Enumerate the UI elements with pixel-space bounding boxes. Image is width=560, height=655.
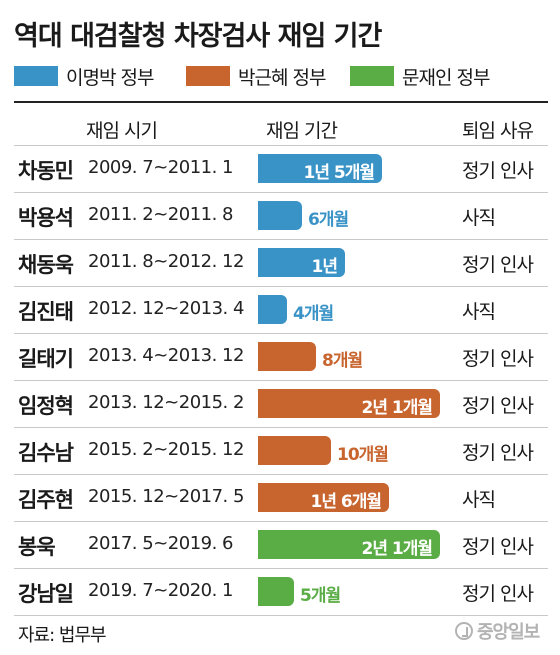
duration-bar [258, 577, 294, 606]
column-header-duration: 재임 기간 [266, 120, 338, 142]
row-name: 김주현 [18, 487, 74, 512]
row-period: 2013. 4~2013. 12 [88, 344, 244, 366]
legend-swatch [350, 66, 394, 86]
publisher-logo: 중앙일보 [455, 618, 540, 644]
chart-title: 역대 대검찰청 차장검사 재임 기간 [14, 21, 382, 52]
row-reason: 사직 [462, 488, 496, 511]
header-rule [14, 101, 548, 103]
row-reason: 사직 [462, 206, 496, 229]
row-divider [14, 286, 548, 287]
row-reason: 정기 인사 [462, 347, 534, 370]
legend-item: 문재인 정부 [350, 64, 490, 89]
row-name: 임정혁 [18, 393, 74, 418]
row-reason: 정기 인사 [462, 253, 534, 276]
duration-label: 1년 6개월 [310, 491, 382, 512]
row-divider [14, 474, 548, 475]
duration-label: 4개월 [293, 303, 334, 324]
row-period: 2019. 7~2020. 1 [88, 579, 234, 601]
row-period: 2017. 5~2019. 6 [88, 532, 234, 554]
legend-item: 이명박 정부 [14, 64, 154, 89]
row-period: 2011. 8~2012. 12 [88, 250, 244, 272]
row-name: 강남일 [18, 581, 74, 606]
duration-bar [258, 530, 440, 559]
row-reason: 사직 [462, 300, 496, 323]
duration-label: 1년 5개월 [303, 162, 375, 183]
row-reason: 정기 인사 [462, 535, 534, 558]
row-period: 2015. 2~2015. 12 [88, 438, 244, 460]
legend-swatch [14, 66, 58, 86]
logo-mark-icon [455, 622, 473, 640]
row-name: 차동민 [18, 158, 74, 183]
row-divider [14, 145, 548, 146]
duration-label: 10개월 [337, 444, 389, 465]
row-name: 김수남 [18, 440, 74, 465]
row-name: 길태기 [18, 346, 74, 371]
column-header-reason: 퇴임 사유 [462, 120, 534, 142]
column-header-period: 재임 시기 [86, 120, 158, 142]
source-note: 자료: 법무부 [18, 625, 107, 646]
row-period: 2009. 7~2011. 1 [88, 156, 234, 178]
duration-label: 1년 [311, 256, 338, 277]
legend-label: 이명박 정부 [66, 66, 154, 89]
row-period: 2012. 12~2013. 4 [88, 297, 244, 319]
row-reason: 정기 인사 [462, 159, 534, 182]
duration-bar [258, 483, 389, 512]
duration-label: 6개월 [308, 209, 349, 230]
row-divider [14, 380, 548, 381]
row-name: 박용석 [18, 205, 74, 230]
row-name: 채동욱 [18, 252, 74, 277]
row-name: 김진태 [18, 299, 74, 324]
legend-label: 문재인 정부 [402, 66, 490, 89]
row-divider [14, 521, 548, 522]
legend-item: 박근혜 정부 [186, 64, 326, 89]
row-reason: 정기 인사 [462, 394, 534, 417]
row-divider [14, 239, 548, 240]
row-divider [14, 615, 548, 616]
logo-text: 중앙일보 [477, 622, 540, 643]
duration-bar [258, 295, 287, 324]
duration-label: 2년 1개월 [361, 397, 433, 418]
row-reason: 정기 인사 [462, 441, 534, 464]
duration-bar [258, 389, 440, 418]
duration-bar [258, 342, 316, 371]
legend-swatch [186, 66, 230, 86]
row-divider [14, 568, 548, 569]
row-divider [14, 192, 548, 193]
row-period: 2011. 2~2011. 8 [88, 203, 234, 225]
duration-bar [258, 436, 331, 465]
row-period: 2013. 12~2015. 2 [88, 391, 244, 413]
duration-label: 2년 1개월 [361, 538, 433, 559]
duration-bar [258, 154, 382, 183]
row-period: 2015. 12~2017. 5 [88, 485, 244, 507]
row-divider [14, 427, 548, 428]
row-name: 봉욱 [18, 534, 56, 559]
row-divider [14, 333, 548, 334]
duration-label: 5개월 [300, 585, 341, 606]
duration-label: 8개월 [322, 350, 363, 371]
duration-bar [258, 201, 302, 230]
row-reason: 정기 인사 [462, 582, 534, 605]
legend-label: 박근혜 정부 [238, 66, 326, 89]
duration-bar [258, 248, 345, 277]
